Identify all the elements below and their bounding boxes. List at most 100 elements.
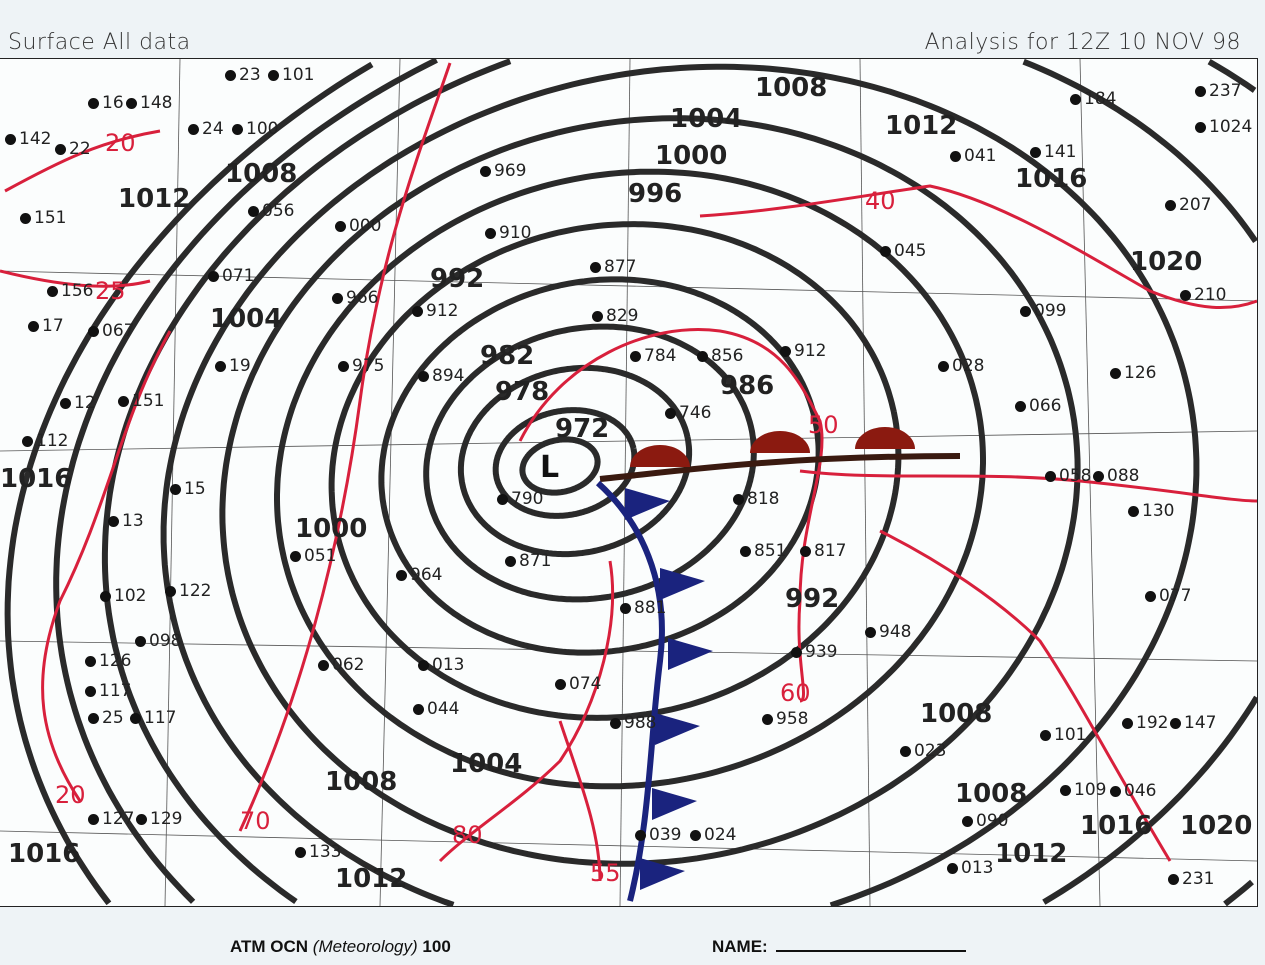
station-value: 237 (1209, 81, 1242, 101)
station-dot-icon (1110, 367, 1121, 379)
station-dot-icon (1122, 717, 1133, 729)
station-dot-icon (1045, 470, 1056, 482)
station-value: 090 (976, 811, 1009, 831)
isobar-label: 1008 (755, 73, 828, 103)
station-dot-icon (88, 97, 99, 109)
station-dot-icon (1015, 400, 1026, 412)
station-dot-icon (55, 143, 66, 155)
isobar-label: 1016 (0, 464, 73, 494)
station-value: 074 (569, 674, 602, 694)
station-plot: 148 (126, 93, 172, 113)
station-plot: 22 (55, 139, 91, 159)
course-name: ATM OCN (230, 937, 309, 956)
isobars (4, 59, 1257, 906)
station-plot: 16 (88, 93, 124, 113)
isotherm-line (699, 184, 1257, 309)
station-dot-icon (1170, 717, 1181, 729)
station-value: 1024 (1209, 117, 1253, 137)
isobar-label: 982 (480, 341, 535, 371)
station-dot-icon (1128, 505, 1139, 517)
station-dot-icon (88, 325, 99, 337)
name-field[interactable]: NAME: (712, 937, 967, 957)
isotherm-line (238, 62, 452, 832)
station-value: 156 (61, 281, 94, 301)
station-plot: 100 (232, 119, 278, 139)
station-plot: 910 (485, 223, 531, 243)
station-plot: 948 (865, 622, 911, 642)
station-plot: 133 (295, 842, 341, 862)
station-dot-icon (88, 712, 99, 724)
station-value: 817 (814, 541, 847, 561)
cold-front-triangle-icon (668, 638, 713, 670)
isobar-line (492, 407, 638, 519)
station-value: 151 (34, 208, 67, 228)
station-plot: 127 (88, 809, 134, 829)
station-plot: 013 (418, 655, 464, 675)
isobar-label: 1008 (920, 699, 993, 729)
station-dot-icon (1060, 784, 1071, 796)
station-dot-icon (335, 220, 346, 232)
station-value: 966 (346, 288, 379, 308)
station-dot-icon (215, 360, 226, 372)
station-value: 148 (140, 93, 173, 113)
station-value: 122 (179, 581, 212, 601)
station-value: 039 (649, 825, 682, 845)
station-plot: 039 (635, 825, 681, 845)
station-dot-icon (225, 69, 236, 81)
station-value: 141 (1044, 142, 1077, 162)
station-value: 23 (239, 65, 261, 85)
isobar-line (4, 61, 374, 906)
station-dot-icon (1145, 590, 1156, 602)
station-value: 192 (1136, 713, 1169, 733)
isobar-line (378, 276, 822, 656)
station-dot-icon (590, 261, 601, 273)
station-dot-icon (865, 626, 876, 638)
station-plot: 856 (697, 346, 743, 366)
station-value: 041 (964, 146, 997, 166)
isotherms (0, 62, 1257, 882)
station-dot-icon (800, 545, 811, 557)
isotherm-label: 40 (865, 187, 896, 215)
station-dot-icon (338, 360, 349, 372)
station-value: 071 (222, 266, 255, 286)
station-dot-icon (268, 69, 279, 81)
station-value: 24 (202, 119, 224, 139)
station-value: 058 (1059, 466, 1092, 486)
station-plot: 126 (85, 651, 131, 671)
name-blank-line[interactable] (776, 950, 967, 952)
station-plot: 056 (248, 201, 294, 221)
isobar-label: 1020 (1130, 247, 1203, 277)
station-dot-icon (962, 815, 973, 827)
isobar-label: 1016 (1080, 811, 1153, 841)
isobar-label: 1016 (1015, 164, 1088, 194)
station-plot: 790 (497, 489, 543, 509)
map-title: Surface All data (8, 30, 191, 55)
station-plot: 912 (412, 301, 458, 321)
station-value: 101 (282, 65, 315, 85)
station-value: 871 (519, 551, 552, 571)
station-plot: 964 (396, 565, 442, 585)
station-value: 184 (1084, 89, 1117, 109)
isobar-label: 1000 (655, 141, 728, 171)
station-value: 067 (102, 321, 135, 341)
station-dot-icon (1040, 729, 1051, 741)
station-plot: 912 (780, 341, 826, 361)
isobar-label: 1012 (118, 184, 191, 214)
station-dot-icon (1168, 873, 1179, 885)
isobar-label: 1008 (955, 779, 1028, 809)
station-plot: 23 (225, 65, 261, 85)
course-label: ATM OCN (Meteorology) 100 (230, 937, 451, 957)
station-dot-icon (938, 360, 949, 372)
station-plot: 142 (5, 129, 51, 149)
station-dot-icon (762, 713, 773, 725)
station-plot: 151 (20, 208, 66, 228)
station-dot-icon (1195, 85, 1206, 97)
station-dot-icon (690, 829, 701, 841)
isobar-line (457, 364, 693, 558)
station-value: 066 (1029, 396, 1062, 416)
station-plot: 058 (1045, 466, 1091, 486)
isotherm-line (879, 529, 1172, 862)
station-value: 062 (332, 655, 365, 675)
station-plot: 1024 (1195, 117, 1252, 137)
station-plot: 817 (800, 541, 846, 561)
